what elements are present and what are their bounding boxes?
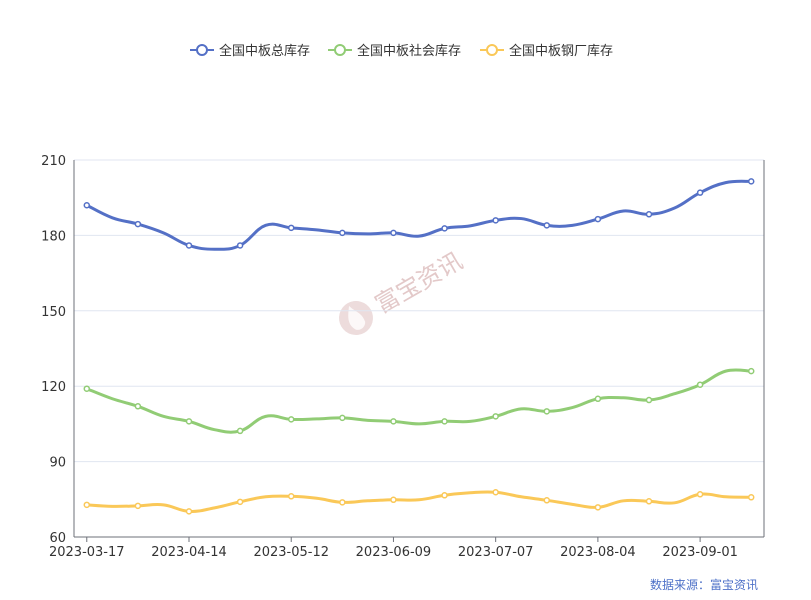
data-point-total	[83, 201, 91, 209]
data-point-social	[594, 395, 602, 403]
series	[83, 178, 755, 515]
data-point-total	[339, 229, 346, 237]
data-point-mill	[287, 493, 295, 500]
series-social	[83, 367, 755, 435]
data-point-social	[134, 403, 142, 410]
legend-label-mill: 全国中板钢厂库存	[509, 43, 613, 59]
data-point-mill	[441, 492, 448, 499]
x-tick-label: 2023-09-01	[662, 545, 738, 560]
data-point-social	[441, 418, 448, 425]
watermark-text: 富宝资讯	[370, 247, 467, 319]
data-point-total	[185, 242, 193, 249]
data-point-total	[543, 222, 551, 229]
legend-marker-mill	[486, 44, 498, 56]
data-point-total	[287, 224, 295, 232]
series-line-mill	[86, 490, 752, 513]
data-point-total	[594, 215, 602, 223]
data-point-social	[185, 418, 193, 425]
x-tick-label: 2023-08-04	[560, 545, 636, 560]
data-source: 数据来源：富宝资讯	[649, 578, 758, 592]
data-point-mill	[696, 491, 704, 498]
data-point-social	[747, 367, 755, 375]
y-tick-label: 90	[49, 456, 66, 471]
data-point-social	[236, 427, 244, 435]
legend-label-social: 全国中板社会库存	[357, 43, 461, 59]
data-point-total	[696, 189, 704, 196]
data-point-social	[543, 408, 551, 415]
legend-label-total: 全国中板总库存	[219, 43, 310, 59]
watermark: 富宝资讯	[339, 247, 467, 335]
x-tick-label: 2023-03-17	[49, 545, 125, 560]
data-point-social	[390, 418, 397, 425]
data-point-mill	[339, 499, 346, 506]
data-point-mill	[645, 498, 653, 505]
data-point-mill	[236, 498, 244, 506]
data-point-mill	[134, 502, 142, 510]
x-tick-label: 2023-04-14	[151, 545, 227, 560]
axes: 60 90 120 150 180 210 2023-03-17 2023-04-14 2023…	[41, 154, 765, 560]
data-point-mill	[492, 489, 499, 496]
legend-marker-total	[196, 44, 208, 56]
legend-item-mill[interactable]: 全国中板钢厂库存	[480, 43, 613, 59]
data-point-total	[747, 178, 755, 185]
data-point-total	[236, 242, 244, 249]
data-point-social	[83, 385, 91, 392]
data-point-mill	[747, 494, 755, 501]
grid	[74, 159, 764, 463]
series-line-social	[86, 368, 752, 434]
series-line-total	[86, 179, 752, 251]
data-point-mill	[185, 508, 193, 515]
data-point-mill	[543, 497, 551, 504]
series-total	[83, 178, 755, 251]
fubao-logo-flame	[348, 305, 366, 330]
data-point-total	[390, 229, 397, 237]
data-point-mill	[594, 504, 602, 511]
data-point-social	[492, 413, 499, 420]
legend-item-social[interactable]: 全国中板社会库存	[328, 43, 461, 59]
x-tick-label: 2023-05-12	[253, 545, 329, 560]
legend-marker-social	[334, 44, 346, 56]
x-tick-label: 2023-06-09	[356, 545, 432, 560]
data-point-total	[645, 211, 653, 218]
data-point-total	[441, 225, 448, 232]
y-tick-label: 210	[41, 154, 66, 169]
series-mill	[83, 489, 755, 515]
y-tick-label: 150	[41, 305, 66, 320]
data-point-social	[339, 414, 346, 422]
data-point-social	[696, 381, 704, 388]
data-point-social	[287, 416, 295, 423]
y-tick-label: 180	[41, 229, 66, 244]
data-point-mill	[83, 501, 91, 509]
data-point-total	[134, 220, 142, 228]
data-point-social	[645, 396, 653, 404]
y-tick-label: 60	[49, 531, 66, 546]
x-tick-label: 2023-07-07	[458, 545, 534, 560]
legend: 全国中板总库存 全国中板社会库存 全国中板钢厂库存	[190, 43, 613, 59]
y-tick-label: 120	[41, 380, 66, 395]
data-point-total	[492, 217, 499, 224]
data-point-mill	[390, 496, 397, 504]
legend-item-total[interactable]: 全国中板总库存	[190, 43, 310, 59]
